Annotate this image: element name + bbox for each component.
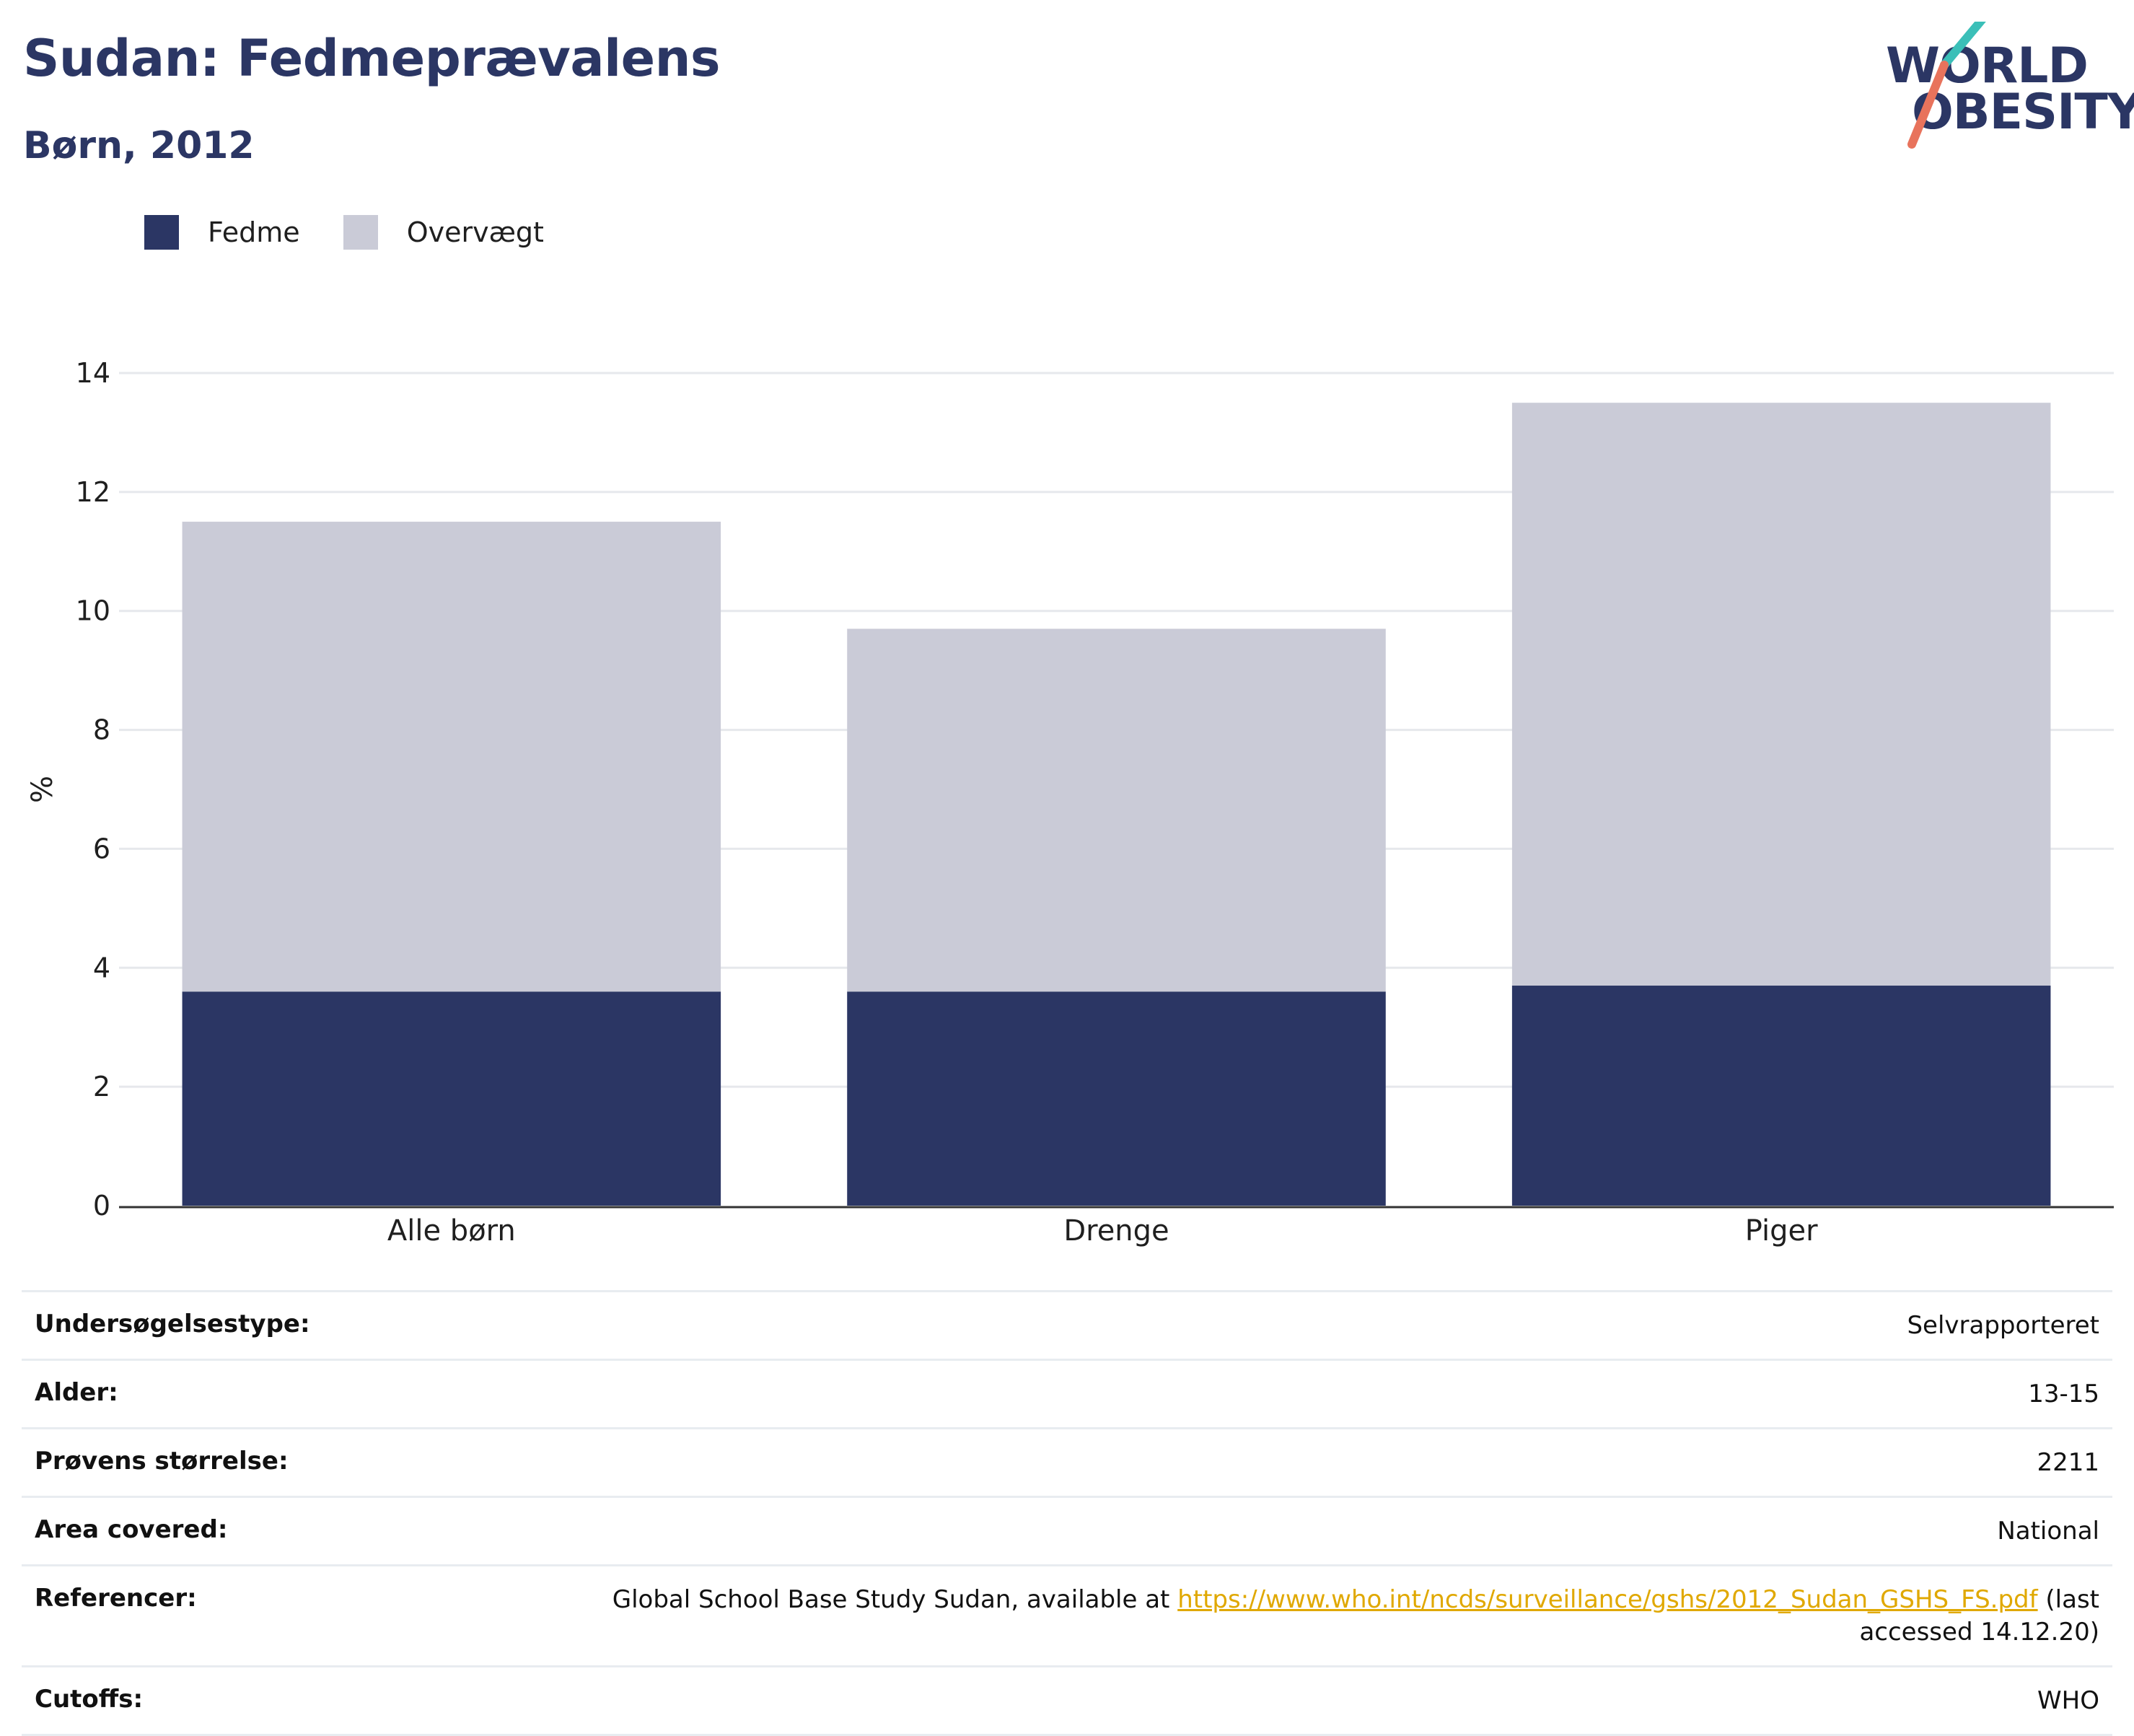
bar-overvaegt — [182, 522, 721, 992]
meta-row-sample-size: Prøvens størrelse: 2211 — [22, 1426, 2112, 1496]
reference-suffix: (last accessed 14.12.20) — [1859, 1584, 2099, 1647]
meta-row-area: Area covered: National — [22, 1495, 2112, 1564]
meta-row-survey-type: Undersøgelsestype: Selvrapporteret — [22, 1290, 2112, 1359]
logo-slash-icon — [1907, 22, 1986, 149]
legend-swatch-overvaegt — [343, 215, 378, 250]
bar-fedme — [1511, 986, 2051, 1206]
y-tick-label: 2 — [93, 1071, 110, 1102]
reference-prefix: Global School Base Study Sudan, availabl… — [612, 1584, 1178, 1614]
bar-overvaegt — [847, 628, 1386, 992]
bar-fedme — [847, 991, 1386, 1206]
meta-label: Alder: — [35, 1377, 118, 1407]
meta-value-reference: Global School Base Study Sudan, availabl… — [512, 1584, 2099, 1650]
meta-label: Prøvens størrelse: — [35, 1446, 289, 1476]
meta-label: Area covered: — [35, 1514, 228, 1544]
y-tick-label: 0 — [93, 1190, 110, 1222]
meta-value: WHO — [2037, 1686, 2099, 1716]
logo-text-obesity: OBESITY — [1912, 84, 2134, 141]
bar-fedme — [182, 991, 721, 1206]
legend-item-fedme[interactable]: Fedme — [144, 215, 300, 250]
y-axis-label: % — [26, 776, 59, 803]
y-tick-label: 12 — [76, 476, 110, 508]
meta-value: Selvrapporteret — [1907, 1311, 2099, 1340]
y-tick-label: 4 — [93, 952, 110, 983]
meta-label: Referencer: — [35, 1583, 197, 1613]
bar-overvaegt — [1511, 403, 2051, 986]
reference-link[interactable]: https://www.who.int/ncds/surveillance/gs… — [1177, 1584, 2038, 1614]
x-tick-label: Piger — [1745, 1214, 1818, 1248]
chart-legend: Fedme Overvægt — [144, 215, 587, 250]
meta-label: Cutoffs: — [35, 1685, 144, 1714]
meta-value: 13-15 — [2028, 1379, 2099, 1408]
y-tick-label: 6 — [93, 833, 110, 864]
metadata-table: Undersøgelsestype: Selvrapporteret Alder… — [22, 1290, 2112, 1736]
meta-row-age: Alder: 13-15 — [22, 1358, 2112, 1427]
y-tick-label: 14 — [76, 357, 110, 389]
legend-label-fedme: Fedme — [208, 216, 300, 248]
stacked-bar-chart: 0 2 4 6 8 10 12 14% Alle børn Drenge Piger — [26, 357, 2114, 1248]
legend-item-overvaegt[interactable]: Overvægt — [343, 215, 544, 250]
page-subtitle: Børn, 2012 — [23, 124, 255, 167]
y-tick-label: 8 — [93, 714, 110, 746]
page-title: Sudan: Fedmeprævalens — [23, 29, 721, 88]
meta-label: Undersøgelsestype: — [35, 1310, 310, 1338]
legend-swatch-fedme — [144, 215, 179, 250]
x-tick-label: Drenge — [1063, 1214, 1169, 1248]
meta-value: 2211 — [2037, 1447, 2099, 1477]
x-tick-label: Alle børn — [387, 1214, 516, 1248]
meta-row-references: Referencer: Global School Base Study Sud… — [22, 1564, 2112, 1666]
meta-row-cutoffs: Cutoffs: WHO — [22, 1665, 2112, 1736]
y-tick-label: 10 — [76, 595, 110, 627]
world-obesity-logo: WORLD OBESITY — [1876, 22, 2134, 152]
meta-value: National — [1997, 1516, 2099, 1546]
logo-text-world: WORLD — [1886, 38, 2089, 95]
legend-label-overvaegt: Overvægt — [406, 216, 544, 248]
